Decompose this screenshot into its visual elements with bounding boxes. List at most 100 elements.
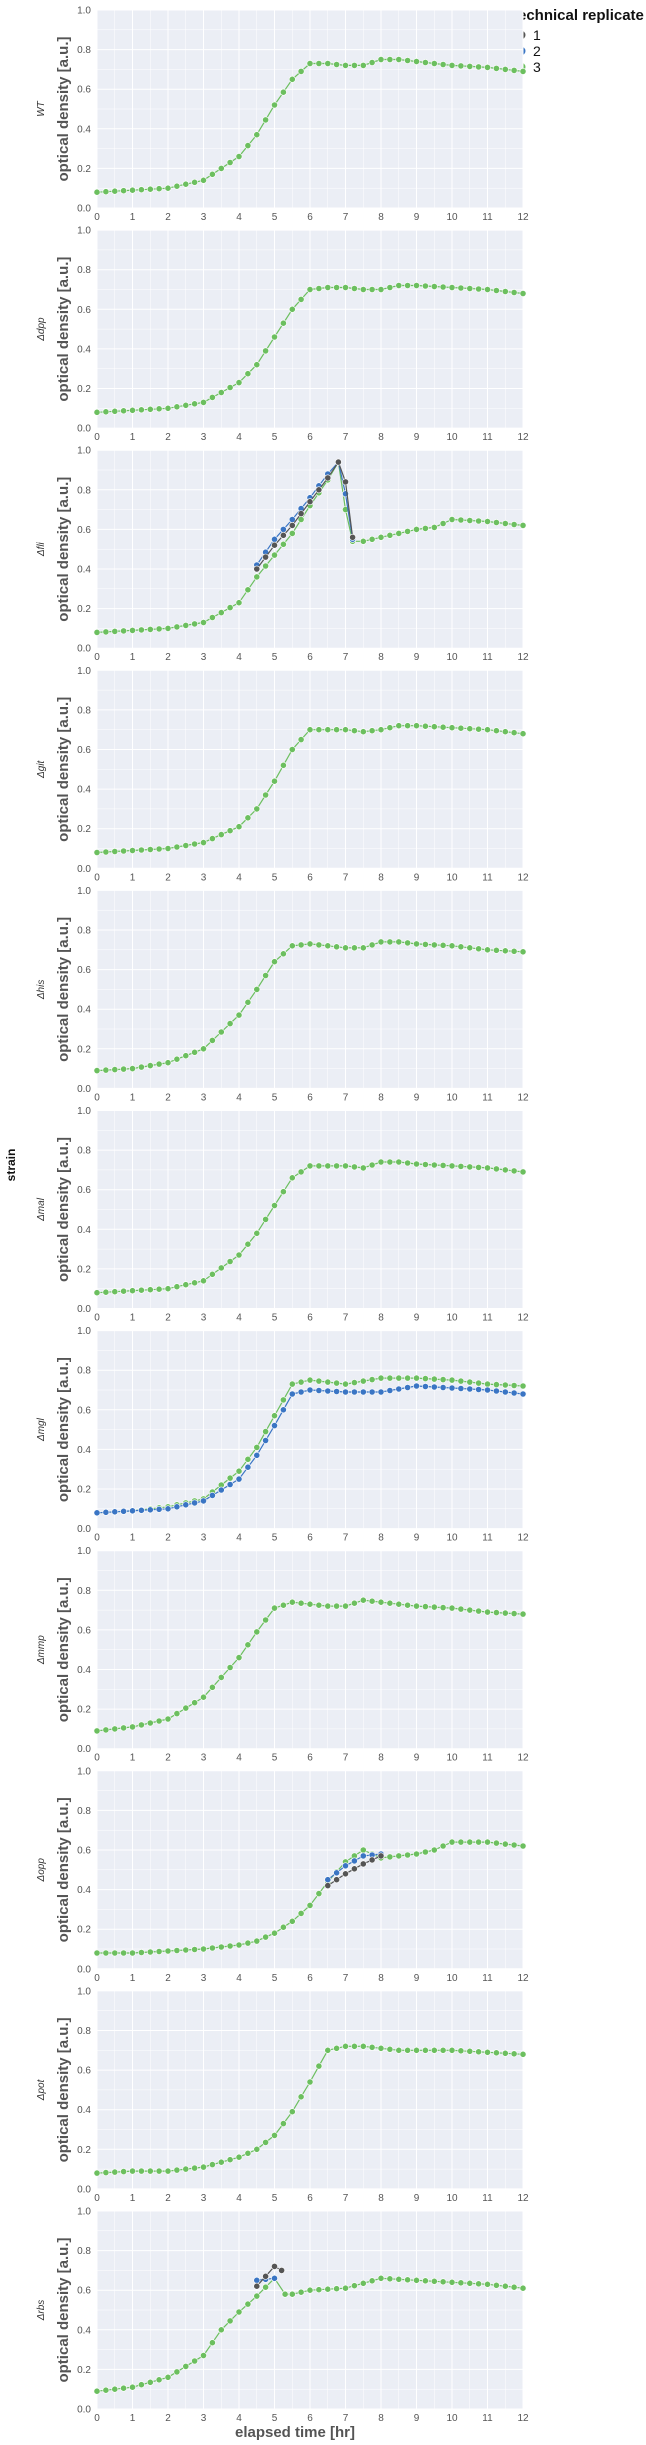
data-point-rep-3 bbox=[235, 153, 243, 160]
facet-label-5: Δmal bbox=[36, 1197, 47, 1222]
data-point-rep-1 bbox=[271, 541, 278, 549]
data-point-rep-3 bbox=[208, 1683, 216, 1691]
x-tick-label: 10 bbox=[446, 1092, 458, 1103]
data-point-rep-3 bbox=[200, 2163, 207, 2171]
x-tick-label: 0 bbox=[94, 1533, 100, 1544]
data-point-rep-3 bbox=[146, 1948, 154, 1956]
data-point-rep-3 bbox=[519, 522, 527, 529]
strip-label-strain: strain bbox=[4, 1149, 18, 1182]
data-point-rep-3 bbox=[324, 726, 332, 734]
data-point-rep-3 bbox=[262, 791, 269, 799]
y-tick-label: 0.4 bbox=[77, 1885, 91, 1896]
data-point-rep-3 bbox=[501, 288, 509, 295]
data-point-rep-3 bbox=[475, 1838, 482, 1846]
y-tick-label: 0.0 bbox=[77, 424, 91, 435]
y-tick-label: 1.0 bbox=[77, 1546, 91, 1557]
data-point-rep-2 bbox=[430, 1383, 438, 1391]
x-tick-label: 5 bbox=[272, 2193, 278, 2204]
x-tick-label: 8 bbox=[378, 1973, 384, 1984]
data-point-rep-3 bbox=[421, 2277, 429, 2285]
data-point-rep-3 bbox=[395, 2275, 403, 2283]
data-point-rep-2 bbox=[386, 1387, 394, 1394]
data-point-rep-3 bbox=[466, 2047, 474, 2055]
data-point-rep-3 bbox=[155, 1060, 163, 1068]
data-point-rep-3 bbox=[182, 1281, 190, 1289]
data-point-rep-3 bbox=[102, 1288, 110, 1296]
data-point-rep-2 bbox=[200, 1497, 207, 1505]
data-point-rep-3 bbox=[244, 142, 252, 149]
data-point-rep-3 bbox=[191, 178, 198, 186]
x-tick-label: 9 bbox=[414, 2193, 420, 2204]
data-point-rep-3 bbox=[333, 1602, 340, 1610]
y-tick-label: 1.0 bbox=[77, 1986, 91, 1997]
data-point-rep-3 bbox=[501, 66, 509, 73]
x-tick-label: 8 bbox=[378, 652, 384, 663]
data-point-rep-3 bbox=[448, 2278, 456, 2286]
data-point-rep-3 bbox=[279, 540, 287, 548]
data-point-rep-1 bbox=[333, 1876, 340, 1884]
data-point-rep-3 bbox=[279, 1601, 287, 1609]
data-point-rep-3 bbox=[93, 1067, 101, 1074]
y-tick-label: 1.0 bbox=[77, 1766, 91, 1777]
data-point-rep-3 bbox=[484, 726, 491, 734]
data-point-rep-2 bbox=[164, 1505, 172, 1513]
data-point-rep-3 bbox=[386, 938, 394, 946]
data-point-rep-3 bbox=[377, 56, 385, 63]
x-tick-label: 1 bbox=[130, 432, 136, 443]
data-point-rep-3 bbox=[235, 379, 243, 386]
y-tick-label: 1.0 bbox=[77, 1326, 91, 1337]
data-point-rep-3 bbox=[457, 2279, 465, 2287]
x-tick-label: 3 bbox=[201, 1533, 207, 1544]
data-point-rep-3 bbox=[191, 2357, 198, 2365]
y-tick-label: 0.4 bbox=[77, 1225, 91, 1236]
data-point-rep-3 bbox=[244, 1455, 252, 1463]
data-point-rep-3 bbox=[271, 1202, 278, 1209]
data-point-rep-2 bbox=[226, 1481, 234, 1488]
data-point-rep-3 bbox=[208, 2161, 216, 2168]
panel-5: 0.00.20.40.60.81.00 1 2 3 4 5 6 7 8 9 10 11 12optica… bbox=[36, 1106, 529, 1324]
data-point-rep-3 bbox=[155, 1717, 163, 1725]
data-point-rep-3 bbox=[288, 305, 296, 313]
data-point-rep-3 bbox=[129, 406, 136, 414]
y-tick-label: 0.4 bbox=[77, 124, 91, 135]
data-point-rep-2 bbox=[350, 1388, 358, 1396]
data-point-rep-3 bbox=[492, 727, 500, 735]
data-point-rep-3 bbox=[182, 1052, 190, 1060]
x-tick-label: 1 bbox=[130, 1533, 136, 1544]
data-point-rep-3 bbox=[475, 63, 482, 71]
data-point-rep-3 bbox=[315, 2286, 323, 2294]
x-tick-label: 3 bbox=[201, 1313, 207, 1324]
data-point-rep-2 bbox=[120, 1507, 127, 1515]
data-point-rep-3 bbox=[253, 361, 261, 369]
y-tick-label: 0.8 bbox=[77, 1806, 91, 1817]
data-point-rep-3 bbox=[102, 2169, 110, 2176]
data-point-rep-2 bbox=[324, 1387, 332, 1395]
data-point-rep-3 bbox=[226, 604, 234, 611]
data-point-rep-3 bbox=[111, 1725, 119, 1733]
data-point-rep-3 bbox=[439, 1376, 447, 1383]
y-tick-label: 0.2 bbox=[77, 1925, 91, 1936]
data-point-rep-3 bbox=[324, 1602, 332, 1610]
data-point-rep-3 bbox=[519, 290, 527, 297]
data-point-rep-3 bbox=[102, 1066, 110, 1074]
data-point-rep-3 bbox=[368, 727, 376, 735]
data-point-rep-3 bbox=[457, 516, 465, 524]
data-point-rep-3 bbox=[155, 1948, 163, 1955]
data-point-rep-3 bbox=[359, 2042, 367, 2050]
data-point-rep-3 bbox=[253, 2292, 261, 2300]
x-tick-label: 1 bbox=[130, 1092, 136, 1103]
data-point-rep-3 bbox=[297, 2093, 305, 2101]
data-point-rep-3 bbox=[226, 1664, 234, 1671]
x-tick-label: 7 bbox=[343, 212, 349, 223]
data-point-rep-3 bbox=[466, 944, 474, 952]
data-point-rep-3 bbox=[262, 347, 269, 355]
data-point-rep-3 bbox=[137, 406, 145, 414]
data-point-rep-3 bbox=[466, 285, 474, 292]
data-point-rep-3 bbox=[120, 1065, 127, 1073]
y-tick-label: 0.6 bbox=[77, 2286, 91, 2297]
data-point-rep-3 bbox=[306, 940, 314, 948]
y-tick-label: 0.4 bbox=[77, 2325, 91, 2336]
data-point-rep-3 bbox=[457, 943, 465, 951]
data-point-rep-3 bbox=[191, 1699, 198, 1707]
x-tick-label: 5 bbox=[272, 1973, 278, 1984]
